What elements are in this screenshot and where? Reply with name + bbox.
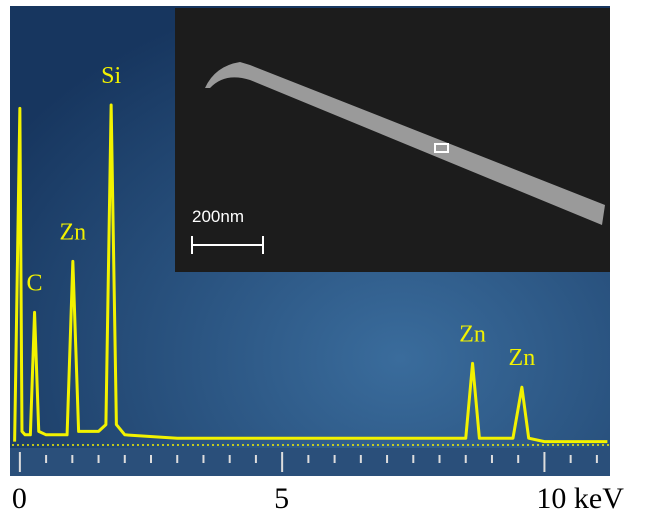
peak-label: C — [27, 270, 43, 296]
x-tick-label: 10 keV — [536, 482, 624, 515]
peak-label: Si — [101, 63, 121, 89]
inset-image: 200nm — [175, 8, 610, 272]
peak-label: Zn — [509, 345, 536, 371]
spectrum-line — [13, 103, 608, 444]
x-tick-label: 5 — [274, 482, 289, 515]
x-tick-label: 0 — [12, 482, 27, 515]
axis-strip — [10, 448, 610, 476]
peak-label: Zn — [459, 321, 486, 347]
peak-label: Zn — [60, 219, 87, 245]
scale-bar-label: 200nm — [192, 207, 244, 226]
